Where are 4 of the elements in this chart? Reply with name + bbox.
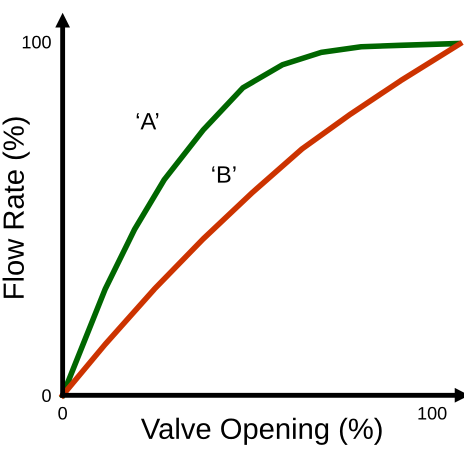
x-axis-title: Valve Opening (%) — [140, 418, 382, 445]
series-label: ‘B’ — [212, 166, 236, 183]
series-label: ‘A’ — [136, 113, 158, 130]
y-axis-title: Flow Rate (%) — [2, 117, 30, 298]
